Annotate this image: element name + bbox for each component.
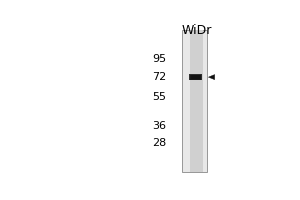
Bar bbox=[192, 76, 199, 79]
Bar bbox=[193, 76, 198, 78]
Text: 72: 72 bbox=[152, 72, 167, 82]
Text: 28: 28 bbox=[152, 138, 167, 148]
Text: 95: 95 bbox=[152, 54, 167, 64]
Polygon shape bbox=[208, 75, 215, 80]
Text: 55: 55 bbox=[152, 92, 167, 102]
Bar bbox=[195, 77, 197, 78]
Bar bbox=[194, 76, 197, 78]
Bar bbox=[191, 75, 200, 79]
Bar bbox=[189, 74, 202, 80]
Bar bbox=[190, 75, 201, 80]
Text: WiDr: WiDr bbox=[182, 24, 212, 37]
Bar bbox=[191, 75, 200, 79]
Text: 36: 36 bbox=[152, 121, 167, 131]
Bar bbox=[182, 30, 207, 172]
Bar bbox=[190, 30, 203, 172]
